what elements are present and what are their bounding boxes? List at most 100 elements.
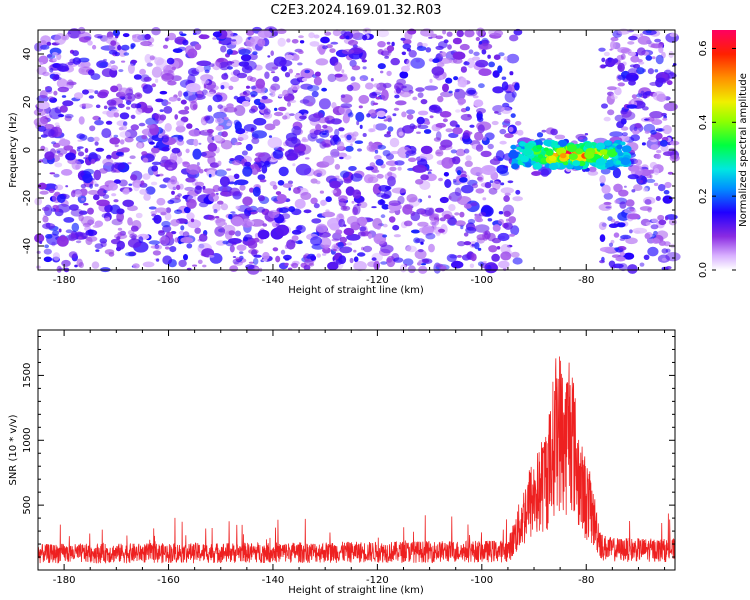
y-tick-label: -20	[22, 190, 33, 206]
spectrogram-cell	[370, 78, 374, 82]
spectrogram-cell	[474, 242, 480, 250]
spectrogram-cell	[92, 115, 101, 121]
spectrogram-cell	[322, 253, 327, 256]
spectrogram-cell	[294, 74, 302, 78]
spectrogram-cell	[386, 45, 395, 52]
spectrogram-cell	[228, 214, 233, 220]
spectrogram-cell	[664, 181, 672, 189]
spectrogram-cell	[459, 77, 468, 88]
spectrogram-cell	[667, 171, 674, 175]
spectrogram-cell	[502, 124, 508, 128]
spectrogram-cell	[486, 264, 492, 272]
spectrogram-cell	[487, 143, 494, 150]
spectrogram-cell	[629, 229, 633, 234]
spectrogram-signal-cell	[554, 144, 561, 149]
spectrogram-cell	[443, 214, 451, 220]
spectrogram-cell	[212, 37, 217, 40]
spectrogram-cell	[406, 193, 418, 203]
spectrogram-cell	[401, 111, 407, 118]
spectrogram-cell	[415, 179, 424, 185]
spectrogram-cell	[36, 250, 41, 254]
spectrogram-cell	[481, 49, 487, 55]
spectrogram-cell	[465, 106, 471, 112]
spectrogram-cell	[334, 163, 341, 170]
spectrogram-cell	[58, 139, 71, 147]
spectrogram-cell	[187, 74, 196, 85]
spectrogram-signal-cell	[548, 162, 559, 170]
spectrogram-cell	[620, 126, 629, 131]
spectrogram-cell	[481, 165, 496, 175]
spectrogram-cell	[636, 67, 645, 75]
spectrogram-cell	[327, 261, 339, 271]
spectrogram-cell	[241, 221, 253, 228]
spectrogram-cell	[282, 115, 288, 120]
spectrogram-cell	[438, 177, 443, 182]
spectrogram-cell	[498, 218, 504, 225]
spectrogram-cell	[154, 244, 163, 250]
spectrogram-cell	[186, 198, 197, 209]
spectrogram-cell	[406, 114, 414, 120]
spectrogram-cell	[341, 69, 345, 74]
spectrogram-cell	[125, 252, 136, 257]
spectrogram-cell	[445, 77, 453, 84]
spectrogram-cell	[396, 78, 406, 86]
spectrogram-cell	[382, 82, 392, 89]
spectrogram-cell	[340, 73, 348, 78]
spectrogram-cell	[36, 101, 50, 110]
spectrogram-cell	[226, 103, 234, 109]
spectrogram-signal-cell	[584, 151, 595, 159]
spectrogram-cell	[43, 183, 58, 191]
spectrogram-cell	[541, 129, 547, 133]
spectrogram-cell	[229, 187, 241, 196]
spectrogram-cell	[258, 239, 264, 244]
spectrogram-cell	[369, 92, 378, 99]
spectrogram-cell	[114, 144, 119, 148]
spectrogram-cell	[457, 98, 467, 105]
spectrogram-cell	[487, 218, 493, 222]
spectrogram-cell	[338, 218, 346, 228]
spectrogram-cell	[460, 108, 467, 113]
spectrogram-cell	[625, 237, 638, 245]
spectrogram-cell	[492, 224, 501, 232]
spectrogram-cell	[655, 153, 661, 160]
spectrogram-cell	[233, 173, 240, 179]
spectrogram-cell	[469, 124, 475, 128]
spectrogram-cell	[118, 69, 124, 73]
spectrogram-cell	[45, 222, 51, 228]
spectrogram-cell	[655, 196, 661, 201]
spectrogram-cell	[282, 183, 293, 189]
spectrogram-cell	[156, 197, 166, 206]
spectrogram-cell	[87, 153, 102, 162]
spectrogram-cell	[123, 52, 130, 56]
spectrogram-cell	[184, 186, 195, 191]
spectrogram-cell	[238, 48, 251, 56]
spectrogram-cell	[636, 47, 646, 56]
spectrogram-cell	[87, 207, 94, 215]
spectrogram-cell	[424, 207, 434, 216]
spectrogram-cell	[85, 154, 89, 158]
spectrogram-cell	[142, 84, 153, 94]
spectrogram-cell	[278, 94, 284, 98]
spectrogram-cell	[642, 92, 648, 99]
spectrogram-cell	[315, 58, 329, 66]
spectrogram-cell	[217, 104, 223, 109]
spectrogram-cell	[380, 244, 394, 254]
spectrogram-cell	[346, 84, 354, 92]
spectrogram-cell	[478, 68, 492, 76]
spectrogram-cell	[241, 100, 251, 107]
spectrogram-cell	[454, 212, 460, 216]
spectrogram-cell	[226, 48, 233, 55]
spectrogram-cell	[130, 174, 138, 181]
spectrogram-cell	[176, 120, 185, 127]
spectrogram-cell	[514, 82, 520, 91]
spectrogram-cell	[662, 151, 675, 157]
spectrogram-cell	[182, 161, 189, 165]
spectrogram-cell	[459, 211, 465, 218]
spectrogram-cell	[334, 73, 343, 78]
spectrogram-cell	[359, 226, 367, 232]
spectrogram-cell	[478, 43, 493, 50]
spectrogram-cell	[609, 48, 613, 51]
spectrogram-cell	[47, 96, 54, 100]
spectrogram-cell	[440, 51, 447, 58]
spectrogram-cell	[164, 212, 172, 221]
